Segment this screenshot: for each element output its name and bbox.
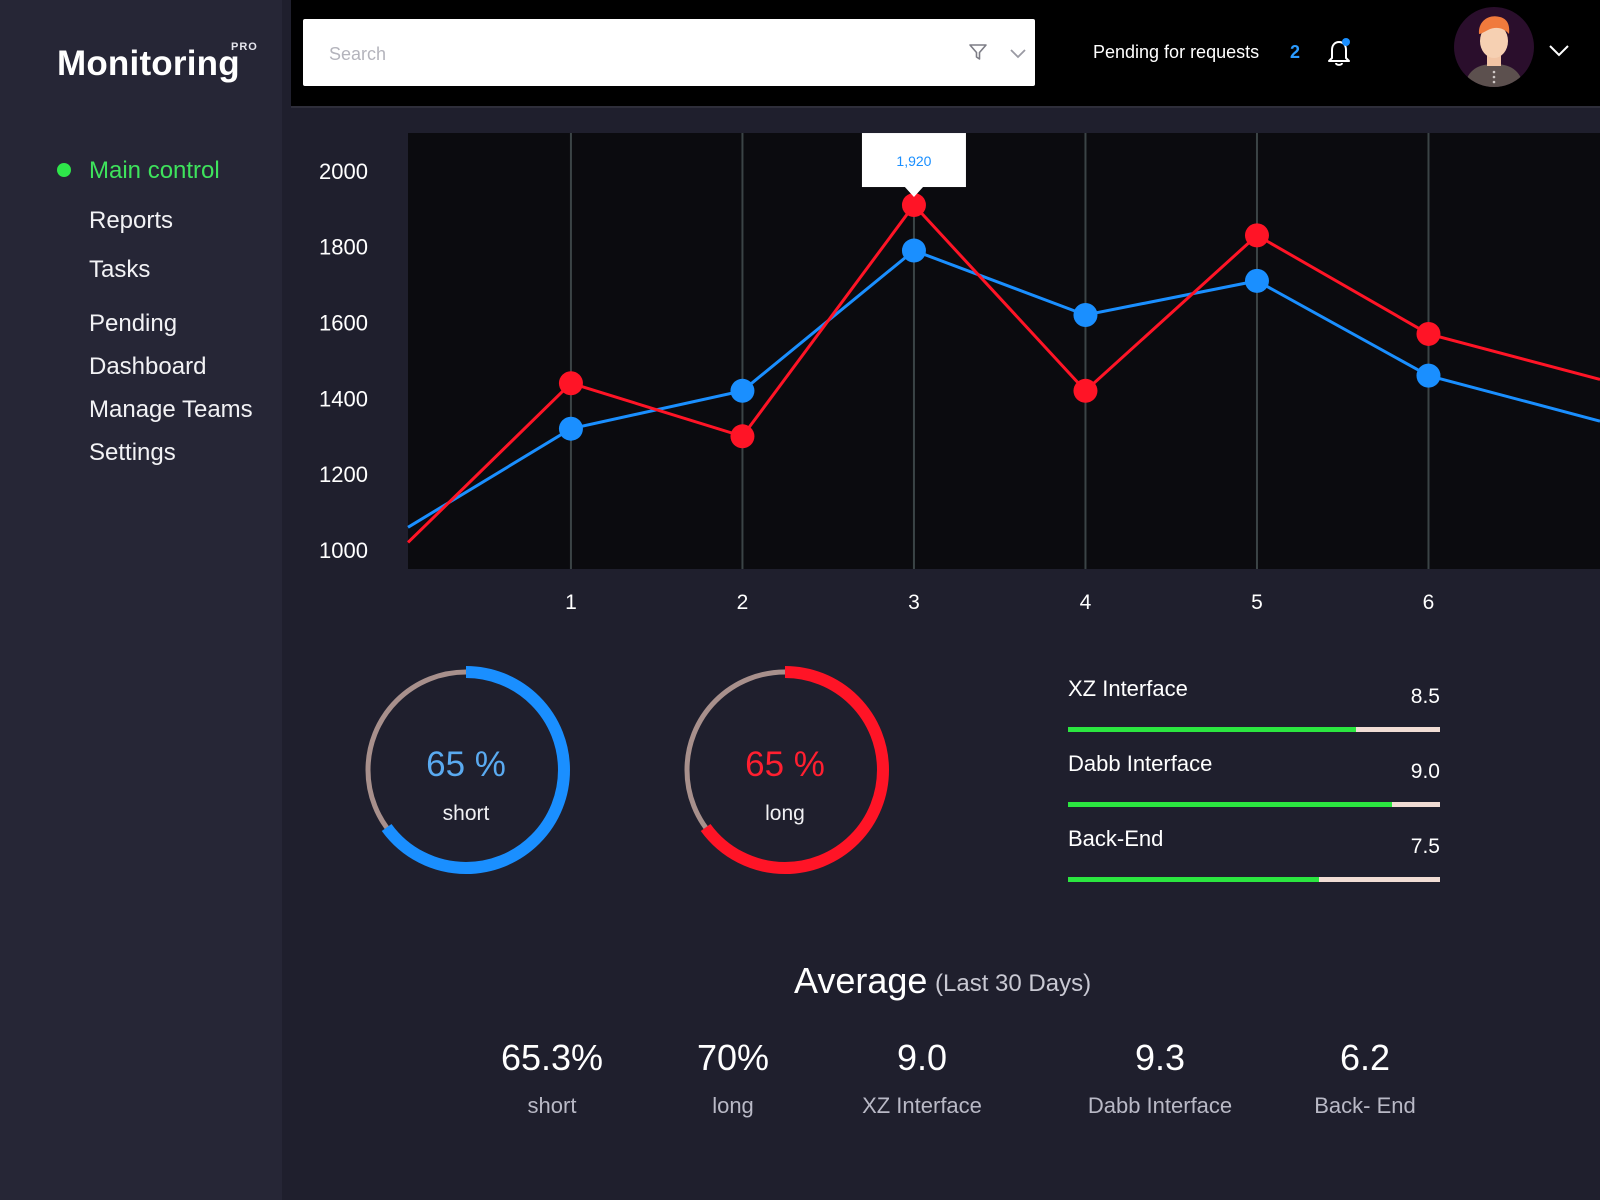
donut-arc [681,666,889,874]
sidebar-item-pending[interactable]: Pending [89,310,178,337]
stat-value: 9.0 [896,1037,948,1078]
x-tick-label: 5 [1251,591,1263,614]
stat-label: long [712,1093,754,1118]
search-box[interactable] [303,19,1035,86]
stat-label: Dabb Interface [1087,1093,1233,1118]
metric-value: 7.5 [1410,835,1440,858]
tooltip-arrow [903,186,924,198]
y-tick-label: 1800 [319,235,368,260]
average-subtitle: (Last 30 Days) [935,970,1092,997]
line-chart: 1 2 3 4 5 6 1000 1200 1400 1600 1800 2000 1,920 [300,125,1600,630]
tooltip-box [861,133,966,188]
sidebar: Monitoring PRO Main control Reports Task… [0,0,282,1200]
sidebar-item-reports[interactable]: Reports [89,207,174,234]
chevron-down-icon[interactable] [1548,44,1570,63]
pending-requests-count[interactable]: 2 [1290,42,1301,62]
avatar[interactable] [1454,4,1534,90]
metric-fill [1068,727,1357,732]
donut-long: 65 % long [675,660,895,880]
stat-value: 9.3 [1134,1037,1186,1078]
metric-fill [1068,802,1392,807]
donut-long-percent: 65 % [745,745,825,784]
metric-fill [1068,877,1320,882]
stat-value: 6.2 [1339,1037,1391,1078]
x-tick-label: 1 [565,591,577,614]
sidebar-item-dashboard[interactable]: Dashboard [89,353,207,380]
donut-short-ring [362,666,570,874]
x-tick-label: 2 [737,591,749,614]
donut-long-label: long [765,802,805,825]
stat-label: XZ Interface [862,1093,982,1118]
metric-back-end: Back-End 7.5 [1068,826,1440,886]
average-stat-xz-interface: 9.0 XZ Interface [822,1037,1022,1119]
average-stat-back-end: 6.2 Back- End [1265,1037,1465,1119]
average-title: Average [794,960,928,1001]
sidebar-item-main-control[interactable]: Main control [89,157,220,184]
average-stat-short: 65.3% short [452,1037,652,1119]
stat-value: 70% [696,1037,770,1078]
pending-requests-label[interactable]: Pending for requests [1093,42,1260,62]
metric-track [1068,877,1440,882]
data-point [1244,223,1269,248]
y-tick-label: 1200 [319,462,368,487]
y-tick-label: 1000 [319,538,368,563]
x-tick-label: 3 [908,591,920,614]
data-point [730,378,755,403]
metric-name: Back-End [1068,826,1164,851]
data-point [1416,321,1441,346]
y-tick-label: 1600 [319,311,368,336]
average-stat-long: 70% long [633,1037,833,1119]
stat-value: 65.3% [500,1037,604,1078]
tooltip-label: 1,920 [896,153,931,169]
stat-label: Back- End [1314,1093,1416,1118]
data-point [901,238,926,263]
metric-dabb-interface: Dabb Interface 9.0 [1068,751,1440,811]
data-point [558,371,583,396]
metric-track [1068,802,1440,807]
data-point [901,193,926,218]
metric-track [1068,727,1440,732]
search-input[interactable] [327,39,931,69]
donut-arc [362,666,570,874]
y-tick-label: 1400 [319,386,368,411]
chevron-down-icon[interactable] [1009,44,1027,67]
line-chart-svg: 1 2 3 4 5 6 1000 1200 1400 1600 1800 2000 1,920 [319,133,1600,614]
series-line [407,248,1600,529]
data-point [1244,268,1269,293]
plot-area [408,133,1600,569]
top-bar: Pending for requests 2 [291,0,1600,108]
sidebar-item-manage-teams[interactable]: Manage Teams [89,396,253,423]
sidebar-item-settings[interactable]: Settings [89,439,176,466]
series-line [406,202,1600,544]
data-point [1073,378,1098,403]
sidebar-item-tasks[interactable]: Tasks [89,256,151,283]
x-tick-label: 4 [1080,591,1092,614]
average-stat-dabb-interface: 9.3 Dabb Interface [1060,1037,1260,1119]
metric-name: Dabb Interface [1068,751,1213,776]
metric-value: 9.0 [1410,760,1440,783]
pro-badge: PRO [231,41,258,53]
donut-short-percent: 65 % [426,745,506,784]
bell-icon[interactable] [1325,36,1355,73]
metric-xz-interface: XZ Interface 8.5 [1068,676,1440,736]
filter-icon[interactable] [968,42,988,67]
brand-logo[interactable]: Monitoring PRO [57,41,257,84]
donut-long-ring [681,666,889,874]
data-point [1416,363,1441,388]
donut-short: 65 % short [356,660,576,880]
brand-name: Monitoring [57,44,240,83]
data-point [558,416,583,441]
x-tick-label: 6 [1423,591,1435,614]
metric-value: 8.5 [1410,685,1440,708]
data-point [730,424,755,449]
active-indicator-dot [57,163,71,177]
stat-label: short [527,1093,577,1118]
y-tick-label: 2000 [319,159,368,184]
metric-name: XZ Interface [1068,676,1188,701]
donut-short-label: short [442,802,490,825]
data-point [1073,302,1098,327]
